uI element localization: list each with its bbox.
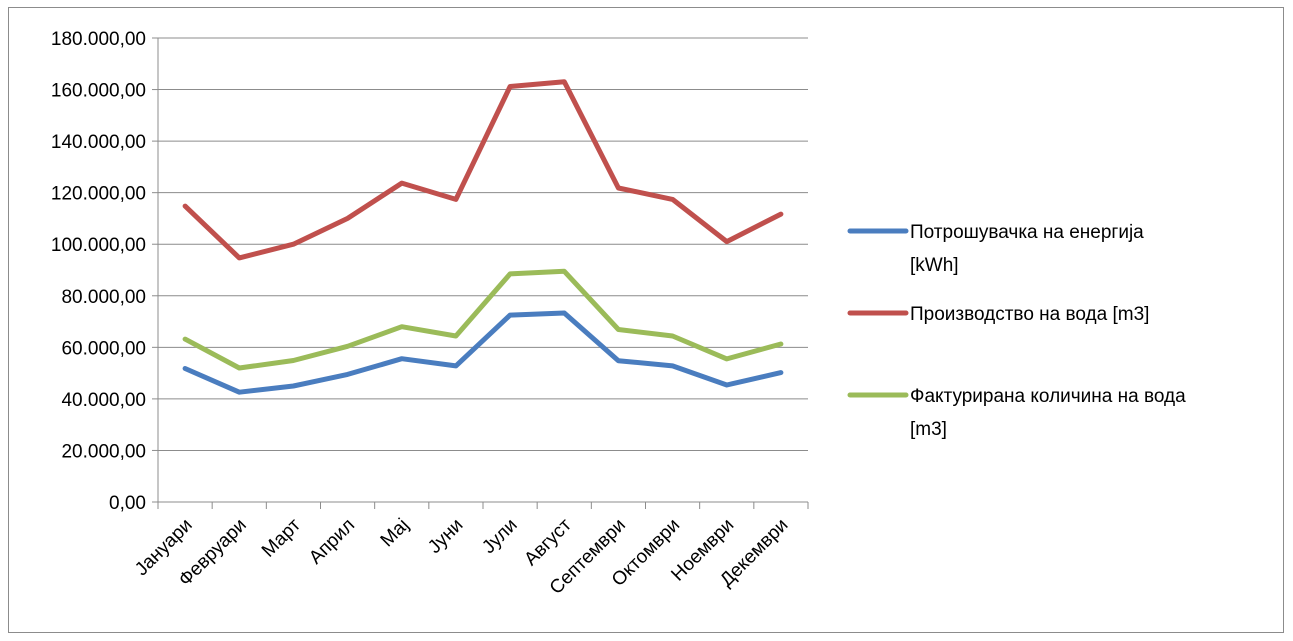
series-line	[182, 310, 784, 395]
legend-label: Производство на вода [m3]	[910, 304, 1149, 325]
y-tick-label: 40.000,00	[61, 390, 146, 411]
legend-label: [m3]	[910, 419, 947, 440]
legend-label: [kWh]	[910, 255, 959, 276]
y-tick-label: 140.000,00	[51, 132, 146, 153]
legend-label: Фактурирана количина на вода	[910, 386, 1186, 407]
y-tick-label: 80.000,00	[61, 287, 146, 308]
legend: Потрошувачка на енергија [kWh] Производств…	[847, 222, 1186, 440]
series-line	[182, 268, 784, 371]
y-tick-label: 180.000,00	[51, 29, 146, 50]
y-tick-label: 120.000,00	[51, 184, 146, 205]
x-tick-label: Јуни	[424, 515, 467, 558]
axes: 0,00 20.000,00 40.000,00 60.000,00 80.000,00…	[51, 29, 809, 599]
y-tick-label: 160.000,00	[51, 81, 146, 102]
x-tick-label: Мај	[377, 515, 414, 552]
y-tick-label: 20.000,00	[61, 441, 146, 462]
y-tick-label: 0,00	[109, 493, 146, 514]
legend-label: Потрошувачка на енергија	[910, 222, 1144, 243]
gridlines	[158, 37, 808, 451]
x-tick-label: Март	[258, 514, 305, 561]
x-tick-label: Јули	[478, 515, 521, 558]
x-tick-label: Април	[305, 515, 359, 569]
y-tick-label: 60.000,00	[61, 338, 146, 359]
series-line	[182, 79, 784, 261]
y-tick-label: 100.000,00	[51, 235, 146, 256]
series-lines	[182, 79, 784, 395]
chart-frame	[8, 7, 1284, 633]
